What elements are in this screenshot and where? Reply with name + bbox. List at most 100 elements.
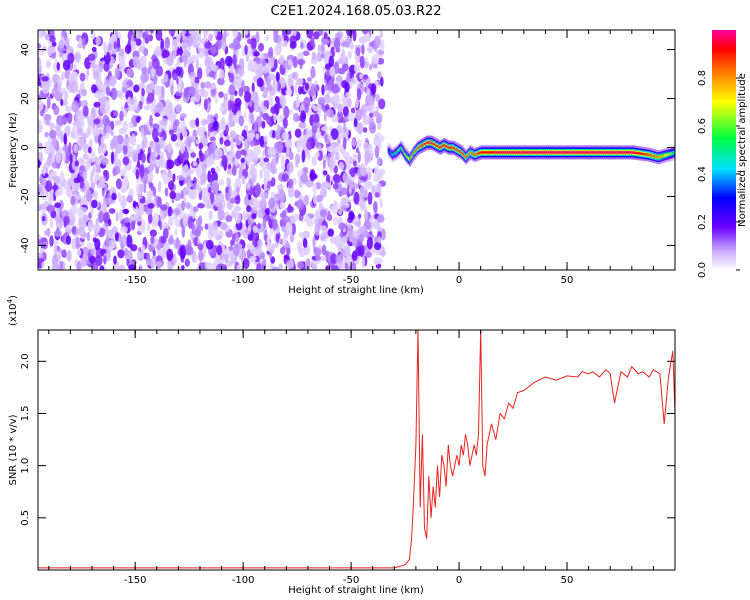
noise-speckle (195, 58, 199, 71)
noise-speckle (294, 189, 299, 199)
noise-speckle (234, 90, 238, 96)
noise-speckle (160, 211, 165, 223)
spectrogram-x-tick-label: -150 (124, 275, 147, 286)
noise-speckle (310, 67, 316, 79)
noise-speckle (356, 138, 362, 149)
signal-track-cell (577, 151, 581, 154)
noise-speckle (116, 37, 121, 49)
noise-speckle (110, 87, 118, 101)
noise-speckle (149, 102, 158, 114)
noise-speckle (69, 153, 73, 164)
noise-speckle (361, 30, 369, 35)
noise-speckle (265, 207, 270, 216)
noise-speckle (327, 210, 331, 221)
noise-speckle (167, 206, 171, 217)
noise-speckle (103, 43, 108, 56)
noise-speckle (94, 238, 101, 250)
noise-speckle (202, 243, 207, 254)
noise-speckle (217, 208, 225, 221)
noise-speckle (103, 62, 110, 72)
noise-speckle (56, 62, 60, 71)
noise-speckle (47, 45, 56, 54)
noise-speckle (96, 167, 102, 174)
noise-speckle (353, 118, 358, 128)
noise-speckle (172, 122, 177, 133)
noise-speckle (78, 216, 85, 226)
noise-speckle (321, 84, 325, 96)
noise-speckle (315, 140, 320, 148)
noise-speckle (328, 135, 333, 142)
noise-speckle (49, 218, 54, 229)
noise-speckle (243, 138, 248, 152)
signal-track-cell (534, 151, 538, 154)
noise-speckle (86, 189, 92, 203)
noise-speckle (59, 260, 64, 270)
noise-speckle (232, 30, 239, 38)
noise-speckle (257, 239, 263, 249)
signal-track-cell (597, 151, 601, 154)
signal-track-cell (605, 151, 610, 154)
spectrogram-y-tick-label: -20 (20, 188, 31, 204)
noise-speckle (49, 171, 54, 183)
noise-speckle (200, 172, 208, 184)
noise-speckle (300, 42, 304, 49)
noise-speckle (315, 194, 323, 203)
noise-speckle (95, 172, 100, 181)
noise-speckle (249, 164, 256, 177)
noise-speckle (119, 168, 127, 177)
noise-speckle (39, 90, 44, 99)
noise-speckle (43, 141, 51, 155)
signal-track-cell (551, 151, 556, 154)
spectrogram-ylabel: Frequency (Hz) (8, 112, 19, 188)
noise-speckle (346, 152, 351, 165)
noise-speckle (113, 110, 118, 117)
noise-speckle (72, 64, 78, 71)
signal-track-cell (625, 151, 629, 154)
signal-track-cell (614, 151, 618, 154)
noise-speckle (273, 112, 277, 124)
noise-speckle (183, 87, 189, 98)
noise-speckle (268, 252, 273, 259)
noise-speckle (352, 159, 357, 167)
noise-speckle (73, 177, 81, 184)
noise-speckle (163, 73, 169, 83)
signal-track-cell (480, 151, 484, 154)
spectrogram-x-tick-label: 50 (561, 275, 574, 286)
noise-speckle (215, 165, 220, 174)
noise-speckle (218, 91, 224, 98)
noise-speckle (119, 55, 123, 68)
noise-speckle (196, 126, 205, 137)
noise-speckle (209, 158, 216, 165)
noise-speckle (76, 260, 82, 270)
noise-speckle (278, 54, 285, 65)
noise-speckle (224, 55, 233, 67)
noise-speckle (152, 141, 156, 153)
noise-speckle (238, 87, 244, 97)
noise-speckle (217, 192, 225, 203)
noise-speckle (160, 118, 168, 126)
noise-speckle (152, 186, 157, 197)
noise-speckle (328, 55, 334, 67)
noise-speckle (147, 92, 155, 104)
signal-track-cell (582, 151, 586, 154)
noise-speckle (38, 142, 43, 150)
noise-speckle (149, 160, 155, 173)
noise-speckle (157, 181, 162, 193)
noise-speckle (285, 89, 293, 96)
signal-track-cell (588, 151, 592, 154)
noise-speckle (111, 192, 117, 201)
noise-speckle (373, 242, 382, 251)
noise-speckle (181, 265, 185, 270)
noise-speckle (105, 197, 113, 205)
noise-speckle (367, 191, 373, 205)
noise-speckle (210, 64, 217, 71)
noise-speckle (347, 225, 354, 239)
noise-speckle (87, 114, 95, 127)
noise-speckle (363, 74, 369, 80)
noise-speckle (102, 115, 110, 127)
noise-speckle (250, 153, 259, 164)
noise-speckle (136, 250, 141, 262)
noise-speckle (108, 75, 117, 87)
noise-speckle (322, 38, 330, 46)
noise-speckle (362, 189, 369, 199)
